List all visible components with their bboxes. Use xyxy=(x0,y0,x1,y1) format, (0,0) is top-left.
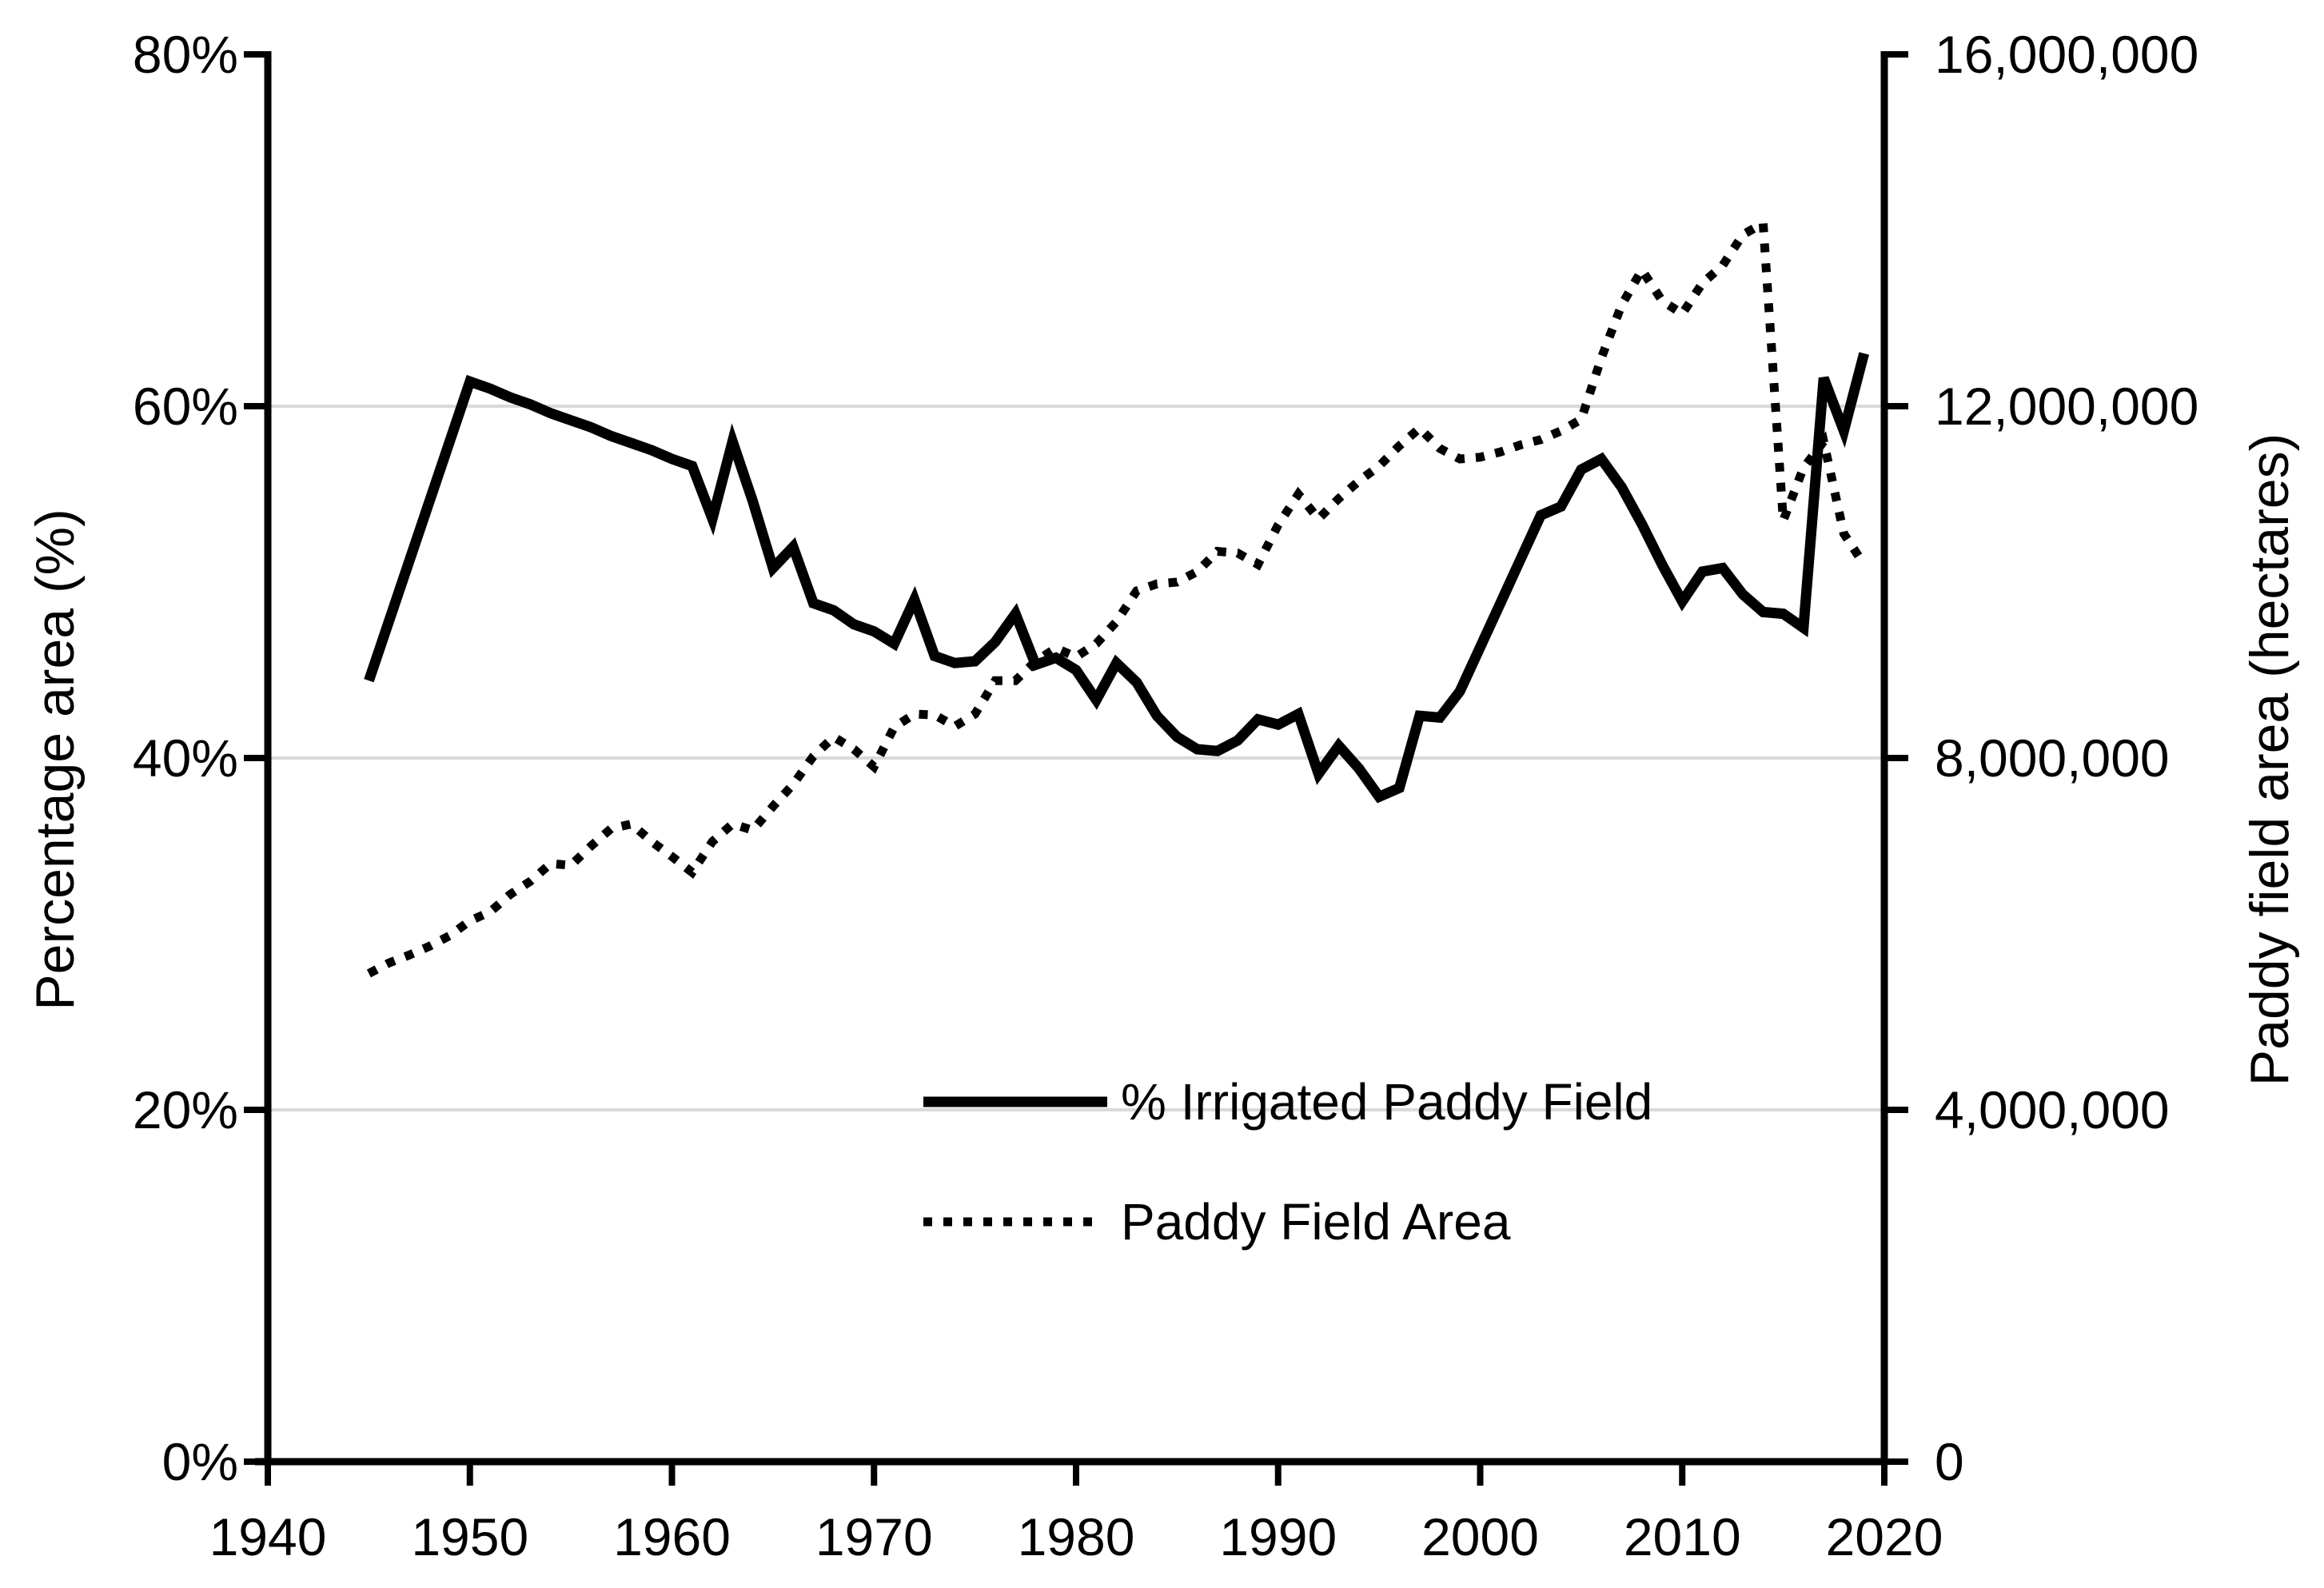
x-axis-tick-label-1990: 1990 xyxy=(1219,1507,1337,1566)
series-line-paddy-field-area xyxy=(366,216,1868,978)
x-axis-tick-label-1960: 1960 xyxy=(613,1507,731,1566)
gridlines xyxy=(268,405,1884,1111)
x-axis-tick-label-1950: 1950 xyxy=(411,1507,528,1566)
left-axis-tick-label-40: 40% xyxy=(133,728,238,788)
right-axis-tick-label-12000000: 12,000,000 xyxy=(1935,377,2198,436)
left-axis-title: Percentage area (%) xyxy=(25,509,86,1010)
series-line-irrigated-paddy-percent xyxy=(364,352,1869,804)
right-axis-tick-label-16000000: 16,000,000 xyxy=(1935,25,2198,84)
right-axis-tick-label-0: 0 xyxy=(1935,1432,1964,1491)
legend-label-paddy-field-area: Paddy Field Area xyxy=(1121,1193,1511,1251)
x-axis-tick-label-2020: 2020 xyxy=(1826,1507,1943,1566)
tick-labels: 0% 20% 40% 60% 80% 0 4,000,000 8,000,000 12,000,… xyxy=(133,25,2198,1566)
right-axis-title: Paddy field area (hectares) xyxy=(2239,433,2300,1086)
x-axis-tick-label-2000: 2000 xyxy=(1421,1507,1539,1566)
data-series xyxy=(364,216,1869,978)
left-axis-tick-label-20: 20% xyxy=(133,1080,238,1139)
left-axis-tick-label-60: 60% xyxy=(133,377,238,436)
right-axis-tick-label-8000000: 8,000,000 xyxy=(1935,728,2170,788)
legend: % Irrigated Paddy Field Paddy Field Area xyxy=(923,1073,1652,1251)
right-axis-tick-label-4000000: 4,000,000 xyxy=(1935,1080,2170,1139)
axes xyxy=(244,51,1908,1486)
left-axis-tick-label-0: 0% xyxy=(162,1432,238,1491)
x-axis-tick-label-1970: 1970 xyxy=(815,1507,933,1566)
x-axis-tick-label-1940: 1940 xyxy=(209,1507,327,1566)
x-axis-tick-label-2010: 2010 xyxy=(1624,1507,1741,1566)
legend-label-irrigated-paddy: % Irrigated Paddy Field xyxy=(1121,1073,1652,1131)
left-axis-tick-label-80: 80% xyxy=(133,25,238,84)
x-axis-tick-label-1980: 1980 xyxy=(1018,1507,1135,1566)
